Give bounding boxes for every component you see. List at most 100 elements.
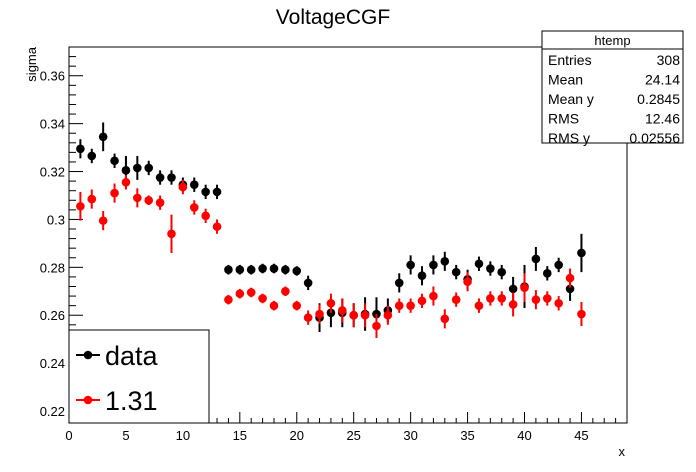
data-point [178, 182, 188, 192]
y-tick-label: 0.28 [40, 260, 65, 275]
legend-marker [83, 350, 93, 360]
data-point [155, 198, 165, 207]
data-point [554, 260, 563, 270]
data-point [269, 301, 279, 310]
data-point [417, 296, 427, 306]
legend-box [68, 329, 210, 424]
legend-marker [83, 395, 93, 405]
data-point [76, 144, 85, 154]
x-tick-label: 20 [290, 428, 304, 443]
data-point [429, 291, 438, 301]
data-point [76, 201, 85, 211]
data-point [474, 301, 484, 310]
data-point [326, 298, 336, 308]
axes: 0 5 10 15 20 25 30 35 40 45 0.22 0.24 0.26 0.28 0.3 0.3… [40, 46, 628, 443]
data-point [87, 151, 97, 161]
data-point [303, 313, 313, 322]
x-tick-label: 40 [517, 428, 531, 443]
data-point [155, 173, 165, 182]
data-point [87, 194, 97, 204]
legend: data 1.31 [68, 329, 210, 424]
x-tick-label: 25 [346, 428, 360, 443]
x-axis-label: x [619, 444, 626, 459]
data-point [235, 289, 245, 298]
data-point [554, 298, 563, 308]
data-point [292, 301, 302, 310]
data-point [144, 163, 154, 173]
data-point [121, 178, 131, 187]
data-point [189, 180, 199, 190]
stats-box-frame [541, 30, 684, 144]
data-point [497, 294, 507, 303]
data-point [133, 163, 142, 173]
x-tick-label: 45 [574, 428, 588, 443]
data-point [167, 173, 176, 182]
x-tick-label: 5 [122, 428, 129, 443]
data-point [497, 267, 507, 277]
y-tick-label: 0.26 [40, 308, 65, 323]
data-point [383, 310, 393, 320]
data-point [463, 277, 472, 287]
data-point [224, 265, 233, 275]
x-tick-label: 30 [403, 428, 417, 443]
data-point [338, 306, 347, 315]
data-point [451, 267, 461, 277]
stats-row-value: 308 [657, 52, 681, 68]
data-point [406, 301, 415, 310]
data-point [110, 188, 119, 198]
data-point [201, 211, 210, 221]
x-tick-label: 35 [460, 428, 474, 443]
data-point [235, 265, 245, 275]
stats-row-value: 12.46 [645, 111, 680, 127]
y-tick-label: 0.24 [40, 356, 65, 371]
data-point [429, 260, 438, 270]
data-point [110, 156, 119, 166]
y-tick-label: 0.3 [47, 212, 65, 227]
data-point [303, 278, 313, 288]
data-point [542, 294, 552, 303]
data-point [451, 295, 461, 304]
x-tick-label: 10 [176, 428, 190, 443]
data-point [508, 300, 518, 309]
stats-row-label: RMS y [548, 130, 590, 146]
data-point [246, 265, 256, 275]
data-point [281, 265, 290, 275]
data-point [258, 264, 267, 273]
data-point [212, 222, 222, 231]
data-point [565, 273, 575, 283]
y-tick-label: 0.32 [40, 165, 65, 180]
data-point [121, 166, 131, 175]
stats-row-value: 0.2845 [637, 91, 680, 107]
data-point [394, 301, 404, 310]
data-point [542, 269, 552, 278]
stats-row-label: Entries [548, 52, 592, 68]
data-marks [76, 122, 586, 338]
chart-title: VoltageCGF [276, 6, 390, 29]
y-tick-label: 0.34 [40, 117, 65, 132]
data-point [531, 295, 541, 304]
data-point [531, 254, 541, 264]
series-ratio [76, 175, 586, 338]
data-point [315, 309, 324, 319]
stats-row-value: 0.02556 [629, 130, 680, 146]
data-point [577, 248, 586, 258]
x-tick-label: 15 [233, 428, 247, 443]
data-point [474, 259, 484, 269]
data-point [486, 294, 495, 303]
stats-row-label: Mean [548, 72, 583, 88]
data-point [167, 229, 176, 239]
stats-row-value: 24.14 [645, 72, 680, 88]
data-point [508, 284, 518, 294]
data-point [189, 203, 199, 212]
data-point [565, 284, 575, 294]
stats-box-title: htemp [594, 33, 630, 48]
data-point [394, 278, 404, 288]
y-tick-label: 0.36 [40, 69, 65, 84]
plot-frame [68, 46, 628, 424]
data-point [440, 314, 450, 324]
data-point [144, 195, 154, 205]
data-point [326, 308, 336, 318]
legend-label: 1.31 [105, 386, 158, 416]
